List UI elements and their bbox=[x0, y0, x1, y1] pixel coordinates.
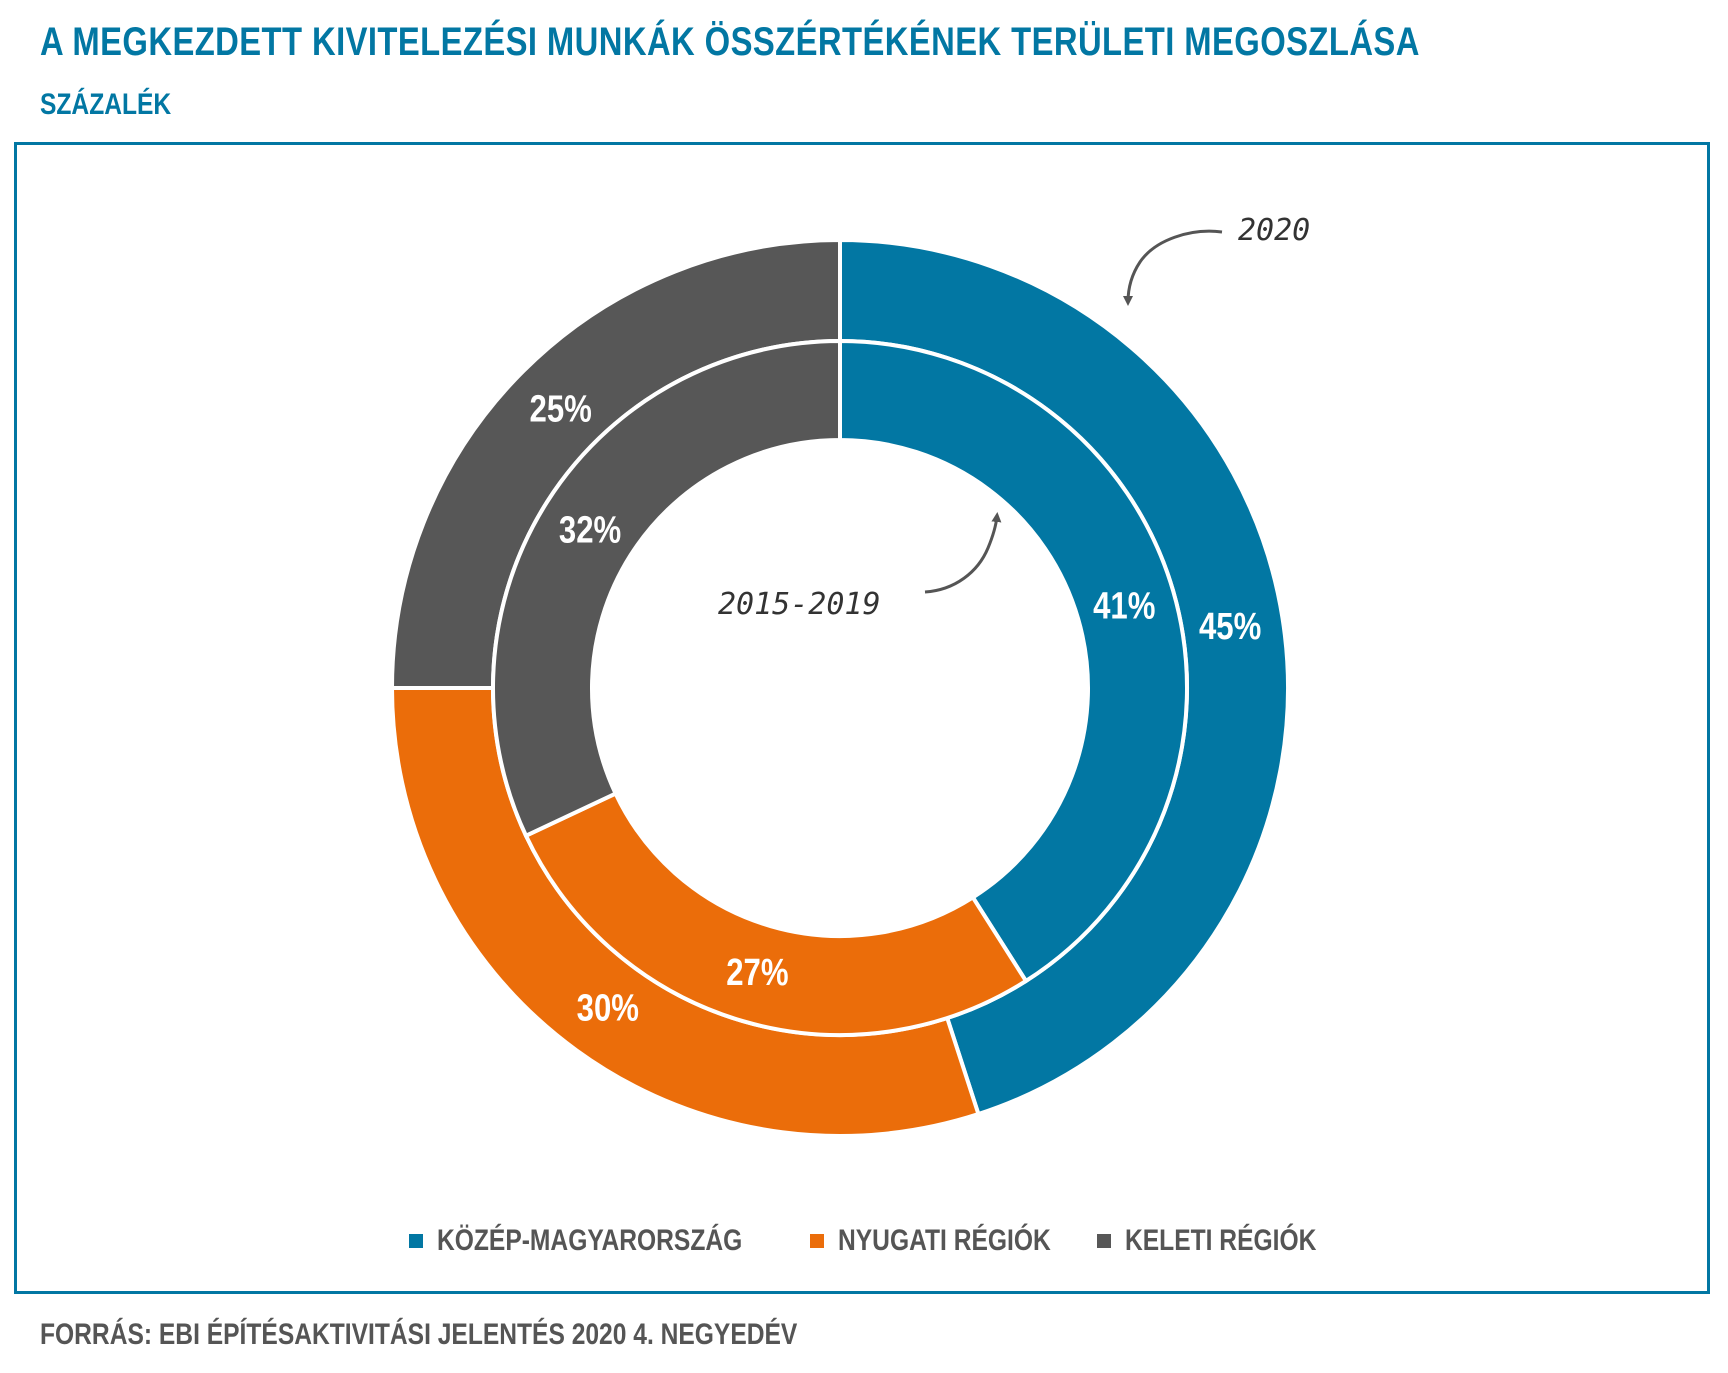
legend-label-2: KELETI RÉGIÓK bbox=[1125, 1224, 1317, 1257]
chart-frame bbox=[14, 142, 1710, 1294]
chart-legend: KÖZÉP-MAGYARORSZÁG NYUGATI RÉGIÓK KELETI R… bbox=[0, 1224, 1728, 1258]
legend-item-1: NYUGATI RÉGIÓK bbox=[809, 1224, 1057, 1258]
outer-ring-label-0: 45% bbox=[1199, 606, 1261, 648]
legend-swatch-1 bbox=[809, 1234, 824, 1248]
outer-ring-label-2: 25% bbox=[530, 389, 592, 431]
inner-ring-label-1: 27% bbox=[726, 952, 788, 994]
chart-subtitle: SZÁZALÉK bbox=[40, 88, 172, 121]
legend-item-0: KÖZÉP-MAGYARORSZÁG bbox=[409, 1224, 769, 1258]
inner-ring-slice-0 bbox=[838, 338, 1189, 984]
annotation-outer-ring: 2020 bbox=[1238, 213, 1310, 248]
legend-swatch-0 bbox=[409, 1234, 424, 1248]
legend-swatch-2 bbox=[1097, 1234, 1112, 1248]
chart-title: A MEGKEZDETT KIVITELEZÉSI MUNKÁK ÖSSZÉRT… bbox=[40, 20, 1420, 64]
inner-ring-slice-2 bbox=[491, 338, 842, 839]
inner-ring-label-0: 41% bbox=[1093, 586, 1155, 628]
legend-label-1: NYUGATI RÉGIÓK bbox=[837, 1224, 1051, 1257]
source-note: FORRÁS: EBI ÉPÍTÉSAKTIVITÁSI JELENTÉS 20… bbox=[40, 1318, 798, 1351]
inner-ring-label-2: 32% bbox=[559, 510, 621, 552]
annotation-arrow-outer bbox=[1123, 229, 1223, 306]
annotation-inner-ring: 2015-2019 bbox=[718, 587, 881, 622]
annotation-arrow-inner bbox=[924, 512, 1002, 594]
outer-ring-label-1: 30% bbox=[577, 988, 639, 1030]
legend-item-2: KELETI RÉGIÓK bbox=[1097, 1224, 1318, 1258]
legend-label-0: KÖZÉP-MAGYARORSZÁG bbox=[437, 1224, 743, 1257]
inner-ring-slice-1 bbox=[523, 790, 1029, 1037]
